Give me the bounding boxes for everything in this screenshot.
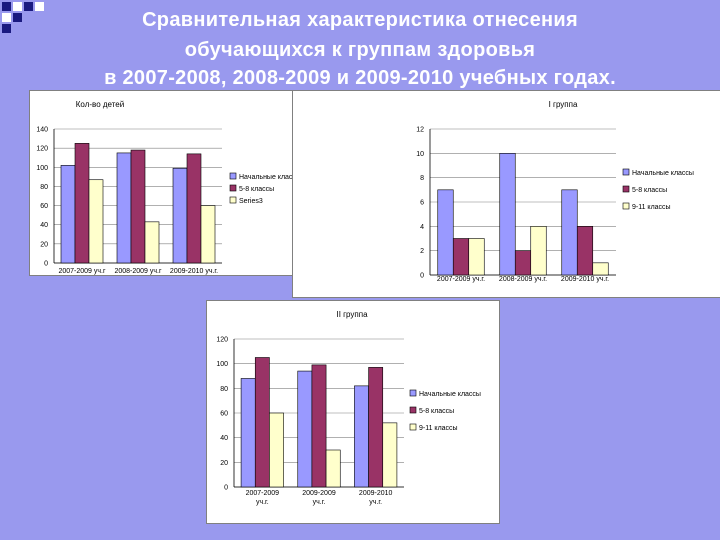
- legend-label: 9-11 классы: [419, 425, 458, 432]
- bar: [116, 152, 132, 264]
- bar: [452, 238, 470, 276]
- bar: [311, 364, 327, 488]
- x-tick-label: 2009-2009 уч.г.: [302, 490, 336, 506]
- bar: [74, 143, 90, 264]
- x-tick-label: 2009-2010 уч.г.: [561, 276, 609, 283]
- legend-label: 5-8 классы: [632, 187, 667, 194]
- bar: [437, 189, 454, 276]
- bar: [144, 221, 160, 264]
- slide-title-line-1: Сравнительная характеристика отнесения: [142, 9, 578, 31]
- legend-swatch: [409, 423, 417, 431]
- legend-label: 5-8 классы: [239, 186, 274, 193]
- bar: [499, 153, 516, 276]
- legend-swatch: [229, 184, 237, 192]
- y-tick-label: 80: [40, 184, 48, 191]
- bar: [60, 165, 76, 264]
- bar: [382, 422, 398, 488]
- y-tick-label: 20: [220, 460, 228, 467]
- y-tick-label: 60: [220, 411, 228, 418]
- bar: [130, 149, 146, 264]
- y-tick-label: 20: [40, 241, 48, 248]
- chart-panel-total: Кол-во детей 0 20 40 60 80 100 120 140 2007-2009 …: [29, 90, 301, 276]
- legend-label: Начальные классы: [632, 170, 694, 177]
- chart-title: II группа: [336, 310, 368, 319]
- bar: [254, 357, 270, 488]
- bar: [576, 226, 594, 276]
- slide-title-line-2: обучающихся к группам здоровья: [184, 39, 536, 61]
- legend-swatch: [622, 185, 630, 193]
- bar: [561, 189, 578, 276]
- y-tick-label: 6: [420, 200, 424, 207]
- bar: [354, 385, 369, 488]
- y-tick-label: 100: [216, 361, 228, 368]
- bar: [240, 378, 256, 488]
- bar: [368, 367, 384, 488]
- chart-health-group-2: II группа 0 20 40 60 80 100 120 2007-2009 уч.г. 20…: [216, 310, 481, 506]
- y-tick-label: 120: [36, 146, 48, 153]
- bar: [468, 238, 485, 276]
- y-tick-label: 0: [420, 273, 424, 280]
- y-tick-label: 10: [416, 151, 424, 158]
- x-tick-label: 2009-2010 уч.г.: [359, 490, 393, 506]
- legend-label: Начальные классы: [239, 174, 300, 181]
- bar: [269, 412, 284, 488]
- y-tick-label: 100: [36, 165, 48, 172]
- chart-health-group-1: I группа 0 2 4 6 8 10 12 2007-2009 уч.г. 2008-200…: [416, 100, 694, 283]
- legend-label: Series3: [239, 198, 263, 205]
- bar: [172, 167, 188, 264]
- legend-swatch: [229, 172, 237, 180]
- chart-title: Кол-во детей: [76, 100, 124, 109]
- legend-swatch: [409, 389, 417, 397]
- y-tick-label: 120: [216, 337, 228, 344]
- y-tick-label: 60: [40, 203, 48, 210]
- y-tick-label: 8: [420, 175, 424, 182]
- legend-swatch: [409, 406, 417, 414]
- bar: [325, 449, 341, 488]
- bar: [592, 262, 609, 276]
- chart-title: I группа: [549, 100, 578, 109]
- chart-panel-group-1: I группа 0 2 4 6 8 10 12 2007-2009 уч.г. 2008-200…: [292, 90, 720, 298]
- y-tick-label: 80: [220, 386, 228, 393]
- bar: [530, 226, 547, 276]
- y-tick-label: 40: [220, 435, 228, 442]
- legend-label: 5-8 классы: [419, 408, 454, 415]
- y-tick-label: 12: [416, 127, 424, 134]
- chart-total-children: Кол-во детей 0 20 40 60 80 100 120 140 2007-2009 …: [36, 100, 301, 275]
- legend-swatch: [622, 202, 630, 210]
- x-tick-label: 2007-2009 уч.г.: [437, 276, 485, 283]
- bar: [297, 370, 313, 488]
- bar: [186, 153, 202, 264]
- bar: [200, 205, 216, 264]
- x-tick-label: 2008-2009 уч.г: [114, 268, 162, 275]
- bar: [514, 250, 532, 276]
- x-tick-label: 2007-2009 уч.г.: [246, 490, 280, 506]
- legend-swatch: [622, 168, 630, 176]
- chart-panel-group-2: II группа 0 20 40 60 80 100 120 2007-2009 уч.г. 20…: [206, 300, 500, 524]
- y-tick-label: 140: [36, 127, 48, 134]
- x-tick-label: 2007-2009 уч.г: [58, 268, 106, 275]
- slide-title-line-3: в 2007-2008, 2008-2009 и 2009-2010 учебн…: [104, 67, 616, 89]
- y-tick-label: 0: [44, 261, 48, 268]
- legend-swatch: [229, 196, 237, 204]
- y-tick-label: 2: [420, 248, 424, 255]
- y-tick-label: 0: [224, 485, 228, 492]
- x-tick-label: 2008-2009 уч.г.: [499, 276, 547, 283]
- y-tick-label: 40: [40, 222, 48, 229]
- bar: [88, 179, 104, 264]
- y-tick-label: 4: [420, 224, 424, 231]
- legend-label: 9-11 классы: [632, 204, 671, 211]
- x-tick-label: 2009-2010 уч.г.: [170, 268, 218, 275]
- legend-label: Начальные классы: [419, 391, 481, 398]
- corner-decoration: [2, 2, 44, 33]
